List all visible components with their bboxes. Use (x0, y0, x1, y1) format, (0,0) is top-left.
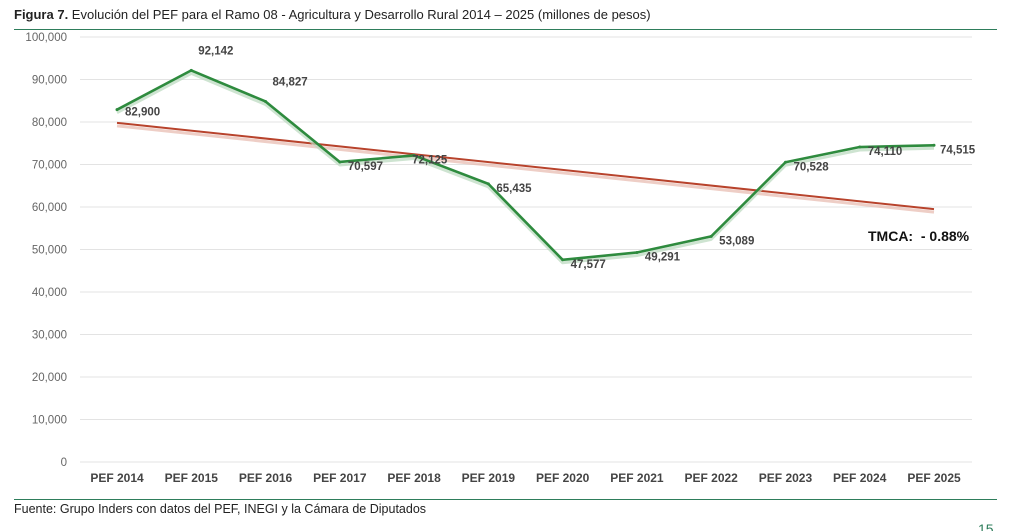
series-line-path (116, 69, 935, 262)
y-tick-label: 100,000 (25, 32, 67, 44)
x-axis-ticks: PEF 2014 PEF 2015 PEF 2016 PEF 2017 PEF 2018… (90, 471, 961, 485)
series-point (412, 153, 416, 157)
data-label: 53,089 (719, 235, 754, 247)
series-point (635, 251, 639, 255)
data-label: 92,142 (198, 45, 233, 57)
y-tick-label: 70,000 (32, 160, 67, 172)
x-tick-label: PEF 2020 (536, 471, 590, 485)
series-point (486, 182, 490, 186)
data-label: 70,528 (793, 161, 829, 173)
y-tick-label: 80,000 (32, 117, 67, 129)
series-line (115, 68, 936, 265)
y-tick-label: 30,000 (32, 330, 67, 342)
y-tick-label: 10,000 (32, 415, 67, 427)
annotations: TMCA: - 0.88% (868, 228, 970, 244)
series-point (561, 258, 565, 262)
y-tick-label: 50,000 (32, 245, 67, 257)
x-tick-label: PEF 2024 (833, 471, 887, 485)
series-point (709, 234, 713, 238)
x-tick-label: PEF 2017 (313, 471, 367, 485)
data-label: 72,125 (412, 154, 448, 166)
figure-title-text: Evolución del PEF para el Ramo 08 - Agri… (68, 7, 651, 22)
y-tick-label: 60,000 (32, 202, 67, 214)
data-labels: 82,900 92,142 84,827 70,597 72,125 65,435 47,5… (125, 45, 976, 270)
series-point (264, 99, 268, 103)
figure-title: Figura 7. Evolución del PEF para el Ramo… (14, 7, 651, 22)
series-point (189, 68, 193, 72)
trendline (116, 121, 935, 214)
data-label: 74,515 (940, 144, 976, 156)
x-tick-label: PEF 2014 (90, 471, 144, 485)
data-label: 49,291 (645, 252, 681, 264)
series-point (338, 160, 342, 164)
y-tick-label: 90,000 (32, 75, 67, 87)
y-tick-label: 0 (61, 457, 67, 469)
trendline-line (116, 121, 935, 211)
page-number: 15 (978, 521, 994, 531)
top-rule (14, 29, 997, 30)
figure-label: Figura 7. (14, 7, 69, 22)
series-point (115, 108, 119, 112)
x-tick-label: PEF 2019 (462, 471, 516, 485)
x-tick-label: PEF 2021 (610, 471, 664, 485)
data-label: 47,577 (571, 259, 606, 271)
series-point (783, 160, 787, 164)
tmca-annotation: TMCA: - 0.88% (868, 228, 970, 244)
x-tick-label: PEF 2022 (684, 471, 738, 485)
series-point (932, 143, 936, 147)
y-tick-label: 20,000 (32, 372, 67, 384)
data-label: 65,435 (496, 183, 532, 195)
grid-lines (80, 36, 972, 463)
line-chart: 0 10,000 20,000 30,000 40,000 50,000 60,000 70,… (25, 32, 976, 485)
series-line-shadow (116, 71, 935, 265)
series-point (858, 145, 862, 149)
x-tick-label: PEF 2015 (165, 471, 219, 485)
x-tick-label: PEF 2016 (239, 471, 293, 485)
x-tick-label: PEF 2018 (387, 471, 441, 485)
data-label: 84,827 (273, 76, 308, 88)
trendline-shadow (116, 124, 935, 214)
source-note: Fuente: Grupo Inders con datos del PEF, … (14, 502, 427, 516)
data-label: 70,597 (348, 161, 383, 173)
y-tick-label: 40,000 (32, 287, 67, 299)
x-tick-label: PEF 2025 (907, 471, 961, 485)
bottom-rule (14, 499, 997, 500)
x-tick-label: PEF 2023 (759, 471, 813, 485)
data-label: 82,900 (125, 107, 160, 119)
y-axis-ticks: 0 10,000 20,000 30,000 40,000 50,000 60,000 70,… (25, 32, 67, 469)
data-label: 74,110 (868, 146, 903, 158)
